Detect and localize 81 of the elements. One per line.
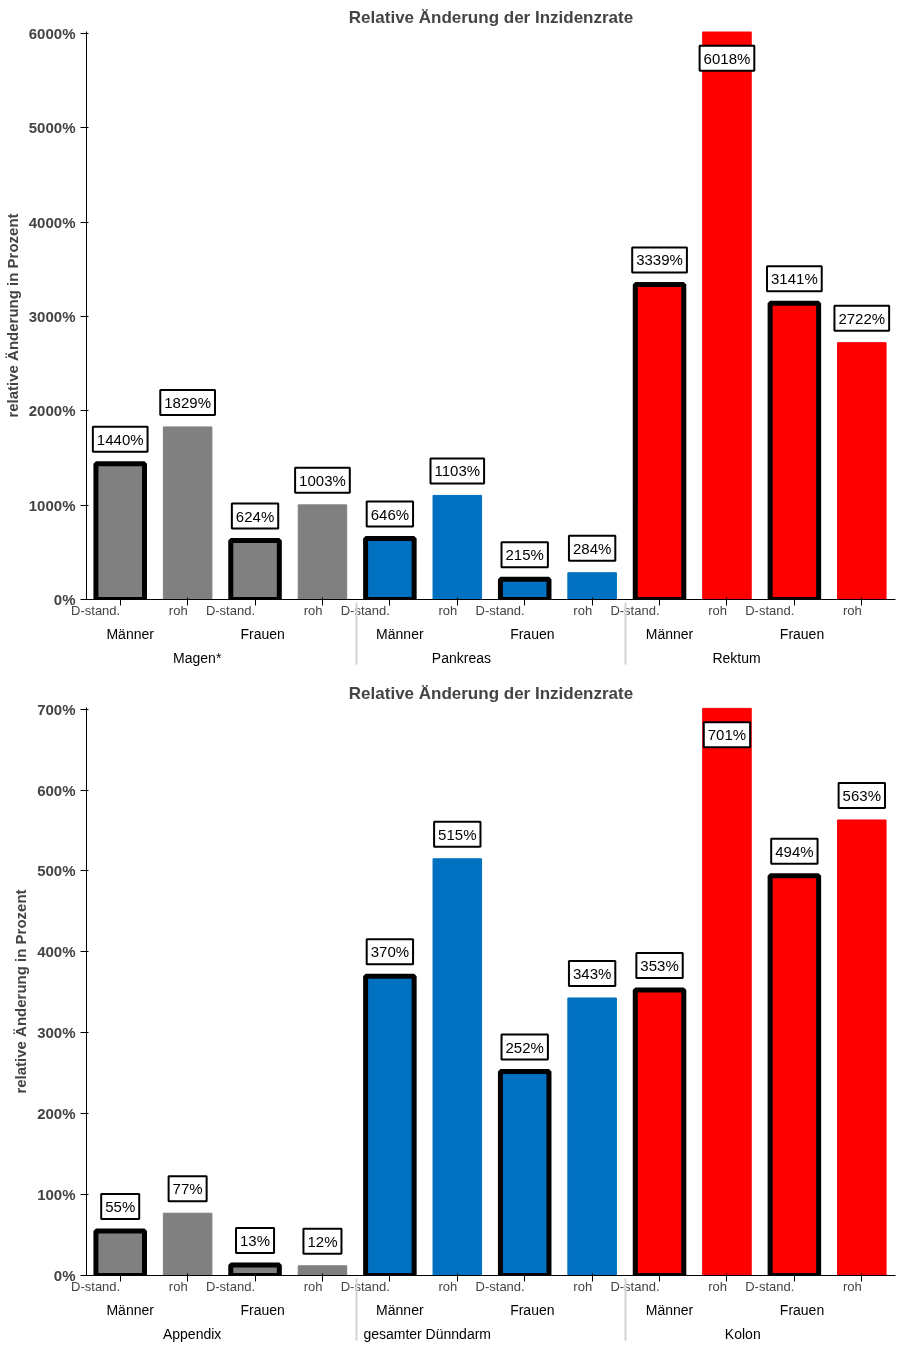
- x-tick-label: D-stand.: [475, 603, 525, 618]
- data-label: 2722%: [838, 309, 886, 327]
- data-label: 1440%: [96, 430, 144, 448]
- text: Frauen: [240, 1301, 285, 1318]
- x-tick-label: roh: [303, 1279, 323, 1294]
- data-label: 6018%: [703, 49, 751, 67]
- y-tick-label: 600%: [37, 781, 76, 799]
- x-tick-label: D-stand.: [610, 1279, 660, 1294]
- text: Männer: [376, 1301, 424, 1318]
- data-label: 13%: [240, 1231, 271, 1249]
- y-tick-label: 3000%: [28, 307, 76, 325]
- data-label: 353%: [640, 956, 679, 974]
- y-tick-label: 1000%: [28, 496, 76, 514]
- data-label: 12%: [307, 1232, 338, 1250]
- x-tick-label: D-stand.: [475, 1279, 525, 1294]
- data-label: 1103%: [434, 462, 481, 480]
- text: Magen*: [173, 649, 222, 666]
- data-label: 3339%: [636, 251, 683, 269]
- text: Frauen: [510, 625, 555, 642]
- chart-title: Relative Änderung der Inzidenzrate: [348, 7, 634, 27]
- text: Appendix: [162, 1325, 222, 1342]
- data-label: 701%: [707, 726, 747, 744]
- x-tick-label: roh: [843, 1279, 862, 1294]
- data-label: 624%: [235, 507, 275, 525]
- x-tick-label: roh: [438, 603, 458, 618]
- x-tick-label: D-stand.: [610, 603, 660, 618]
- x-tick-label: D-stand.: [340, 603, 390, 618]
- x-tick-label: roh: [573, 1279, 593, 1294]
- x-tick-label: roh: [708, 1279, 727, 1294]
- data-label: 215%: [505, 546, 544, 564]
- data-label: 494%: [775, 842, 814, 860]
- text: Frauen: [240, 625, 285, 642]
- text: Frauen: [779, 1301, 825, 1318]
- data-label: 284%: [572, 539, 612, 557]
- y-tick-label: 300%: [37, 1024, 76, 1042]
- y-tick-label: 500%: [37, 862, 76, 880]
- y-tick-label: 4000%: [28, 213, 76, 231]
- text: Frauen: [510, 1301, 555, 1318]
- data-label: 55%: [105, 1198, 136, 1215]
- data-label: 563%: [842, 786, 881, 804]
- x-tick-label: roh: [573, 603, 593, 618]
- y-tick-label: 2000%: [28, 402, 76, 420]
- y-axis-title: relative Änderung in Prozent: [12, 889, 30, 1094]
- text: gesamter Dünndarm: [363, 1325, 492, 1342]
- x-tick-label: D-stand.: [745, 603, 795, 618]
- x-tick-label: D-stand.: [745, 1279, 795, 1294]
- data-label: 3141%: [771, 270, 818, 288]
- y-tick-label: 400%: [37, 943, 76, 961]
- y-tick-label: 700%: [37, 700, 76, 718]
- text: Männer: [106, 625, 155, 642]
- x-tick-label: D-stand.: [205, 1279, 256, 1294]
- data-label: 646%: [370, 505, 410, 523]
- data-label: 252%: [505, 1038, 544, 1056]
- text: Kolon: [724, 1325, 761, 1342]
- x-tick-label: D-stand.: [340, 1279, 390, 1294]
- text: Männer: [376, 625, 424, 642]
- data-label: 1829%: [164, 393, 211, 411]
- y-axis-title: relative Änderung in Prozent: [3, 213, 21, 418]
- y-tick-label: 200%: [37, 1105, 76, 1123]
- text: Frauen: [779, 625, 825, 642]
- y-tick-label: 6000%: [28, 24, 76, 42]
- x-tick-label: roh: [438, 1279, 458, 1294]
- data-label: 370%: [370, 943, 410, 961]
- x-tick-label: D-stand.: [205, 603, 256, 618]
- y-tick-label: 5000%: [28, 119, 76, 137]
- x-tick-label: roh: [168, 1279, 188, 1294]
- text: Männer: [645, 625, 694, 642]
- text: Männer: [645, 1301, 694, 1318]
- text: Pankreas: [431, 649, 492, 666]
- y-tick-label: 100%: [37, 1186, 76, 1204]
- data-label: 515%: [438, 825, 477, 843]
- data-label: 77%: [172, 1180, 203, 1198]
- x-tick-label: roh: [708, 603, 727, 618]
- data-label: 1003%: [299, 471, 346, 489]
- chart-title: Relative Änderung der Inzidenzrate: [348, 683, 634, 703]
- x-tick-label: roh: [843, 603, 862, 618]
- x-tick-label: roh: [168, 603, 188, 618]
- data-label: 343%: [572, 964, 612, 982]
- text: Rektum: [712, 649, 761, 666]
- text: Männer: [106, 1301, 155, 1318]
- x-tick-label: roh: [303, 603, 323, 618]
